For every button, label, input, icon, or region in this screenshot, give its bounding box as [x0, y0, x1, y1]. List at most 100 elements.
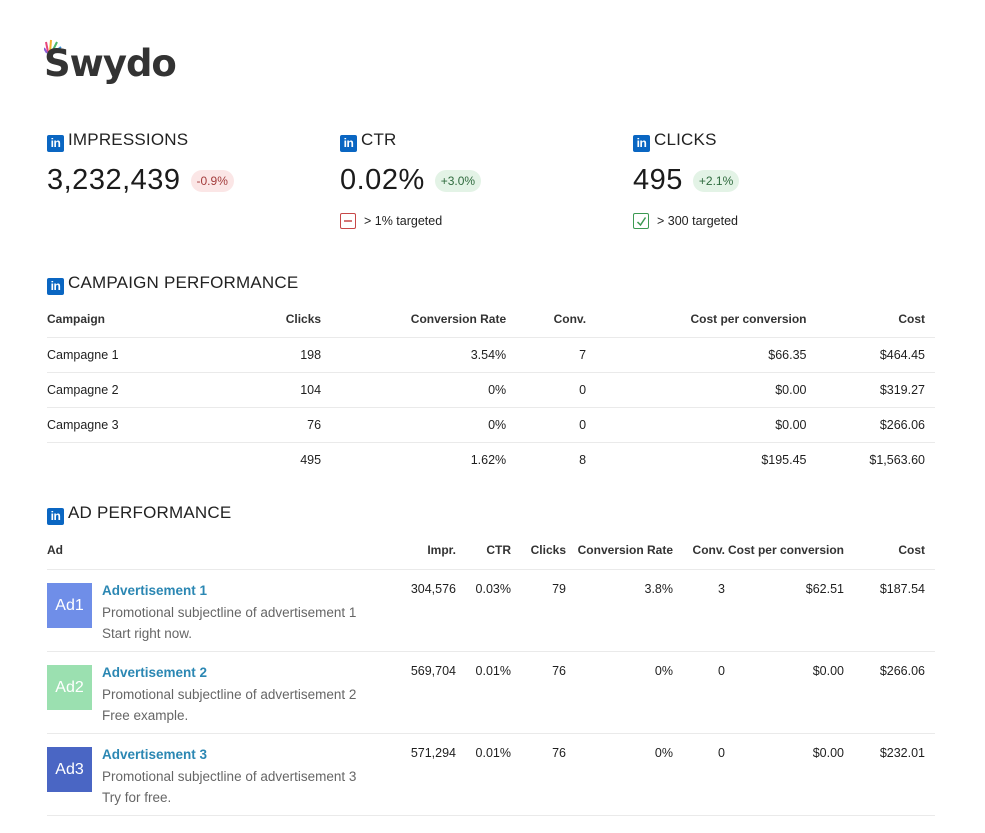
ad-description: Free example. [102, 708, 189, 723]
cell: 3 [673, 569, 725, 652]
cell: 569,704 [392, 651, 456, 734]
cell: $195.45 [761, 452, 807, 467]
col-header: Cost [844, 538, 935, 570]
table-row: Campagne 2 104 0% 0 $0.00 $319.27 [47, 372, 935, 408]
kpi-value: 3,232,439 [47, 164, 181, 196]
linkedin-icon: in [340, 135, 357, 152]
ad-description: Promotional subjectline of advertisement… [102, 605, 357, 620]
ad-name-link[interactable]: Advertisement 3 [102, 747, 208, 762]
cell: 495 [300, 452, 322, 467]
cell: 198 [208, 337, 322, 373]
kpi-title: in IMPRESSIONS [47, 130, 307, 152]
cell: 79 [511, 569, 566, 652]
cell: 8 [579, 452, 587, 467]
cell: $187.54 [844, 569, 935, 652]
ad-name-link[interactable]: Advertisement 2 [102, 665, 208, 680]
swydo-logo: Swydo [44, 38, 177, 90]
cell: 0 [673, 651, 725, 734]
cell: 76 [511, 651, 566, 734]
cell: $0.00 [586, 407, 807, 443]
cell: 1.62% [470, 452, 507, 467]
cell: $232.01 [844, 733, 935, 816]
ad-cell: Ad2 Advertisement 2 Promotional subjectl… [47, 651, 392, 734]
table-header-row: Ad Impr. CTR Clicks Conversion Rate Conv… [47, 538, 935, 570]
cell: 0.01% [456, 733, 511, 816]
change-badge: -0.9% [190, 169, 234, 192]
cell: 0 [673, 733, 725, 816]
kpi-impressions: in IMPRESSIONS 3,232,439 -0.9% [47, 130, 307, 197]
cell: 3.8% [566, 569, 673, 652]
ad-name-link[interactable]: Advertisement 1 [102, 583, 208, 598]
cell: $0.00 [586, 372, 807, 408]
cell: $66.35 [586, 337, 807, 373]
kpi-title: in CLICKS [633, 130, 893, 152]
cell: 0.03% [456, 569, 511, 652]
col-header: Ad [47, 538, 392, 570]
target-indicator: > 1% targeted [340, 213, 600, 229]
table-row: Ad2 Advertisement 2 Promotional subjectl… [47, 651, 935, 734]
col-header: CTR [456, 538, 511, 570]
kpi-value: 0.02% [340, 164, 425, 196]
cell: 0% [321, 372, 507, 408]
col-header: Clicks [208, 300, 322, 338]
change-badge: +3.0% [434, 169, 482, 192]
kpi-clicks: in CLICKS 495 +2.1% > 300 targeted [633, 130, 893, 229]
col-header: Campaign [47, 300, 209, 338]
cell: $266.06 [844, 651, 935, 734]
ad-thumbnail: Ad2 [47, 665, 92, 710]
table-row: Ad1 Advertisement 1 Promotional subjectl… [47, 569, 935, 652]
cell: Campagne 2 [47, 372, 209, 408]
cell: 0% [321, 407, 507, 443]
cell: 76 [511, 733, 566, 816]
cell: 7 [506, 337, 587, 373]
col-header: Conv. [506, 300, 587, 338]
minus-box-icon [340, 213, 356, 229]
table-row: Ad3 Advertisement 3 Promotional subjectl… [47, 733, 935, 816]
cell: 76 [208, 407, 322, 443]
cell: 0% [566, 733, 673, 816]
cell [47, 442, 209, 477]
check-box-icon [633, 213, 649, 229]
table-row: Campagne 3 76 0% 0 $0.00 $266.06 [47, 407, 935, 443]
col-header: Conversion Rate [321, 300, 507, 338]
table-row: Campagne 1 198 3.54% 7 $66.35 $464.45 [47, 337, 935, 373]
ad-table: Ad Impr. CTR Clicks Conversion Rate Conv… [47, 538, 935, 816]
cell: 0 [506, 372, 587, 408]
cell: 3.54% [321, 337, 507, 373]
campaign-performance-title: in CAMPAIGN PERFORMANCE [47, 273, 298, 295]
logo-text: Swydo [44, 42, 177, 85]
cell: 304,576 [392, 569, 456, 652]
cell: 0% [566, 651, 673, 734]
col-header: Conversion Rate [566, 538, 673, 570]
col-header: Impr. [392, 538, 456, 570]
cell: $0.00 [725, 733, 844, 816]
ad-thumbnail: Ad3 [47, 747, 92, 792]
cell: $319.27 [806, 372, 935, 408]
ad-description: Start right now. [102, 626, 193, 641]
col-header: Clicks [511, 538, 566, 570]
cell: $464.45 [806, 337, 935, 373]
change-badge: +2.1% [692, 169, 740, 192]
kpi-title: in CTR [340, 130, 600, 152]
ad-thumbnail: Ad1 [47, 583, 92, 628]
cell: $62.51 [725, 569, 844, 652]
cell: 571,294 [392, 733, 456, 816]
cell: Campagne 1 [47, 337, 209, 373]
linkedin-icon: in [47, 278, 64, 295]
cell: $266.06 [806, 407, 935, 443]
ad-description: Promotional subjectline of advertisement… [102, 769, 357, 784]
cell: 104 [208, 372, 322, 408]
cell: 0.01% [456, 651, 511, 734]
cell: $0.00 [725, 651, 844, 734]
kpi-ctr: in CTR 0.02% +3.0% > 1% targeted [340, 130, 600, 229]
kpi-value: 495 [633, 164, 683, 196]
col-header: Cost per conversion [586, 300, 807, 338]
ad-cell: Ad1 Advertisement 1 Promotional subjectl… [47, 569, 392, 652]
campaign-table: Campaign Clicks Conversion Rate Conv. Co… [47, 300, 935, 477]
totals-row: 495 1.62% 8 $195.45 $1,563.60 [47, 442, 935, 477]
ad-description: Promotional subjectline of advertisement… [102, 687, 357, 702]
cell: $1,563.60 [869, 452, 925, 467]
cell: Campagne 3 [47, 407, 209, 443]
cell: 0 [506, 407, 587, 443]
linkedin-icon: in [633, 135, 650, 152]
